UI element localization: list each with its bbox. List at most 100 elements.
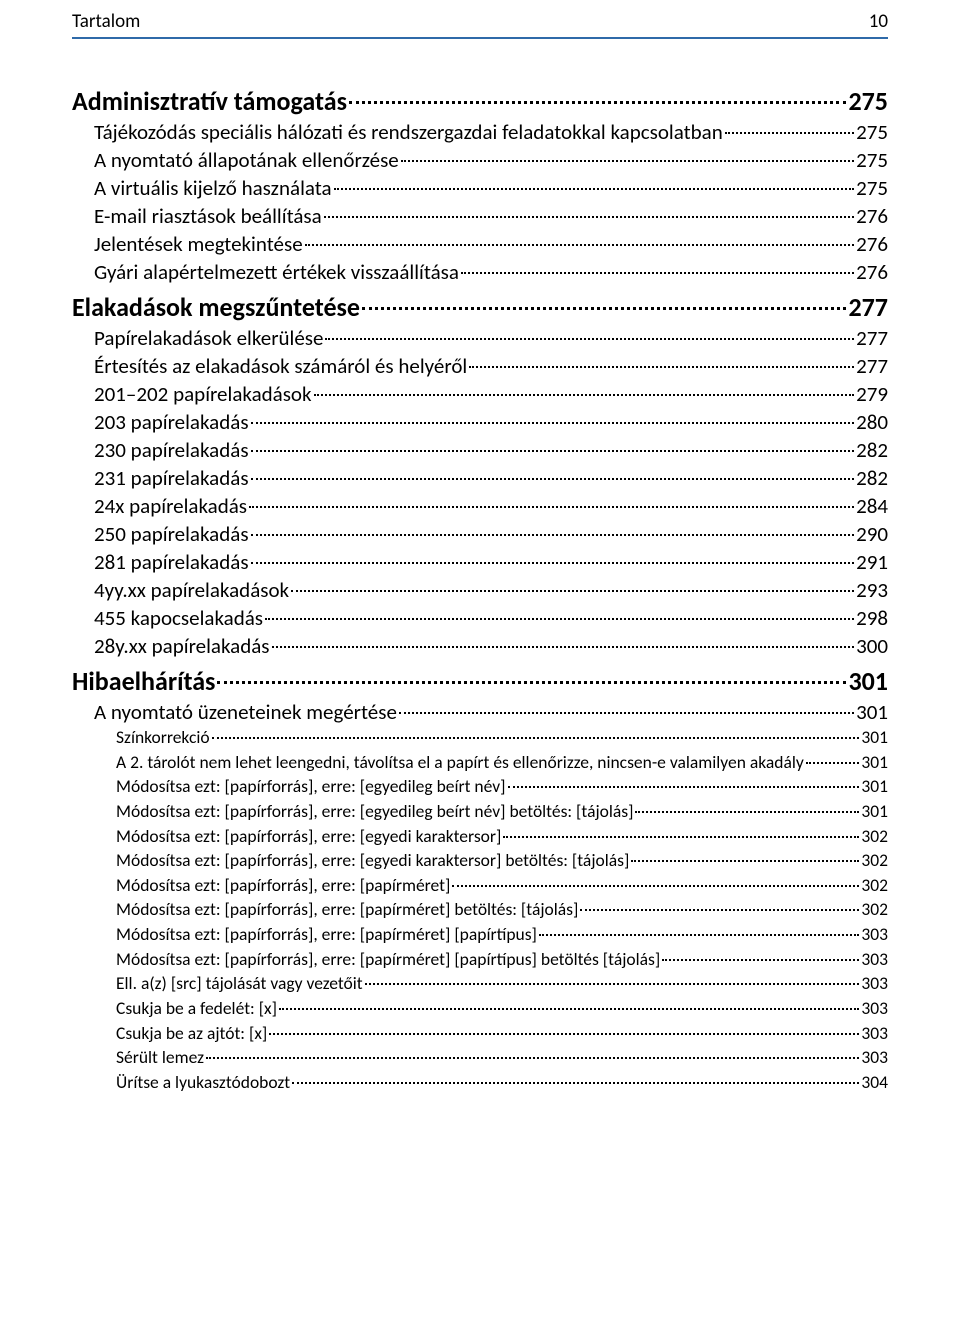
toc-leader-dots [725,132,854,134]
toc-entry-page: 303 [861,1022,888,1046]
toc-leader-dots [249,506,854,508]
toc-entry: Csukja be a fedelét: [x]303 [116,997,888,1021]
toc-entry: 203 papírelakadás280 [94,409,888,435]
toc-entry-label: 250 papírelakadás [94,521,249,547]
toc-entry-page: 276 [856,203,888,229]
toc-leader-dots [401,160,854,162]
toc-entry-label: Papírelakadások elkerülése [94,325,323,351]
toc-entry-page: 303 [861,923,888,947]
toc-entry-label: 4yy.xx papírelakadások [94,577,289,603]
toc-leader-dots [399,712,854,714]
toc-entry: Sérült lemez303 [116,1046,888,1070]
toc-entry: Ell. a(z) [src] tájolását vagy vezetőit3… [116,972,888,996]
toc-entry-page: 301 [861,800,888,824]
toc-entry-label: A 2. tárolót nem lehet leengedni, távolí… [116,751,804,775]
toc-entry-page: 303 [861,948,888,972]
toc-entry: Módosítsa ezt: [papírforrás], erre: [pap… [116,874,888,898]
toc-leader-dots [324,216,854,218]
toc-entry: 281 papírelakadás 291 [94,549,888,575]
header-page-number: 10 [869,10,888,33]
toc-leader-dots [314,394,855,396]
toc-entry: Gyári alapértelmezett értékek visszaállí… [94,259,888,285]
toc-entry-label: Elakadások megszűntetése [72,291,360,323]
toc-entry-page: 284 [856,493,888,519]
toc-entry-page: 279 [856,381,888,407]
toc-entry: Módosítsa ezt: [papírforrás], erre: [egy… [116,800,888,824]
toc-entry-page: 304 [861,1071,888,1095]
toc-entry: 250 papírelakadás 290 [94,521,888,547]
toc-entry-page: 275 [856,119,888,145]
toc-entry-label: A nyomtató üzeneteinek megértése [94,699,397,725]
toc-entry-label: Módosítsa ezt: [papírforrás], erre: [egy… [116,800,633,824]
toc-entry: 24x papírelakadás 284 [94,493,888,519]
toc-entry-page: 277 [856,325,888,351]
toc-entry: E-mail riasztások beállítása276 [94,203,888,229]
toc-entry: Elakadások megszűntetése 277 [72,291,888,323]
toc-entry-label: 281 papírelakadás [94,549,249,575]
toc-entry-label: Gyári alapértelmezett értékek visszaállí… [94,259,459,285]
toc-entry-label: Módosítsa ezt: [papírforrás], erre: [egy… [116,825,501,849]
toc-entry: Hibaelhárítás 301 [72,665,888,697]
toc-entry-page: 302 [861,874,888,898]
toc-entry-page: 301 [861,775,888,799]
toc-entry: Módosítsa ezt: [papírforrás], erre: [pap… [116,923,888,947]
toc-entry-label: 201–202 papírelakadások [94,381,312,407]
toc-entry-page: 290 [856,521,888,547]
toc-entry-label: Ürítse a lyukasztódobozt [116,1071,290,1095]
toc-entry-page: 293 [856,577,888,603]
toc-entry-page: 301 [848,665,888,697]
toc-leader-dots [469,366,854,368]
toc-entry-page: 276 [856,231,888,257]
toc-leader-dots [503,836,859,838]
toc-entry-page: 282 [856,465,888,491]
toc-leader-dots [349,101,847,104]
toc-entry-page: 276 [856,259,888,285]
toc-container: Adminisztratív támogatás275Tájékozódás s… [72,85,888,1094]
toc-entry: 28y.xx papírelakadás300 [94,633,888,659]
toc-leader-dots [251,562,855,564]
toc-leader-dots [291,590,854,592]
toc-entry: Csukja be az ajtót: [x] 303 [116,1022,888,1046]
toc-entry-page: 291 [856,549,888,575]
toc-entry-label: Módosítsa ezt: [papírforrás], erre: [pap… [116,898,578,922]
toc-leader-dots [461,272,854,274]
toc-entry-label: Csukja be az ajtót: [x] [116,1022,267,1046]
toc-entry: 4yy.xx papírelakadások 293 [94,577,888,603]
toc-entry: Adminisztratív támogatás275 [72,85,888,117]
toc-leader-dots [292,1082,859,1084]
toc-entry-page: 303 [861,997,888,1021]
toc-leader-dots [251,450,855,452]
toc-entry-page: 298 [856,605,888,631]
toc-entry-label: A virtuális kijelző használata [94,175,332,201]
toc-leader-dots [508,786,860,788]
toc-entry-page: 275 [856,147,888,173]
toc-leader-dots [334,188,854,190]
toc-entry: Módosítsa ezt: [papírforrás], erre: [egy… [116,849,888,873]
header-title: Tartalom [72,10,140,33]
toc-entry: A virtuális kijelző használata275 [94,175,888,201]
toc-leader-dots [251,422,855,424]
toc-leader-dots [365,983,860,985]
toc-leader-dots [806,762,860,764]
toc-entry: Módosítsa ezt: [papírforrás], erre: [egy… [116,775,888,799]
toc-entry-label: 24x papírelakadás [94,493,247,519]
toc-entry-page: 301 [861,726,888,750]
running-header: Tartalom 10 [72,0,888,39]
toc-entry-page: 277 [848,291,888,323]
toc-entry-label: 230 papírelakadás [94,437,249,463]
toc-entry-page: 301 [861,751,888,775]
toc-entry-page: 275 [848,85,888,117]
toc-leader-dots [272,646,855,648]
toc-entry-label: Hibaelhárítás [72,665,215,697]
toc-leader-dots [452,885,859,887]
toc-entry-label: A nyomtató állapotának ellenőrzése [94,147,399,173]
toc-entry-page: 282 [856,437,888,463]
toc-entry: Módosítsa ezt: [papírforrás], erre: [egy… [116,825,888,849]
toc-entry-page: 302 [861,825,888,849]
toc-leader-dots [362,307,846,310]
toc-entry-label: 203 papírelakadás [94,409,249,435]
toc-entry: A nyomtató üzeneteinek megértése301 [94,699,888,725]
toc-entry-label: Értesítés az elakadások számáról és hely… [94,353,467,379]
toc-entry-label: Sérült lemez [116,1046,204,1070]
toc-entry: Módosítsa ezt: [papírforrás], erre: [pap… [116,948,888,972]
